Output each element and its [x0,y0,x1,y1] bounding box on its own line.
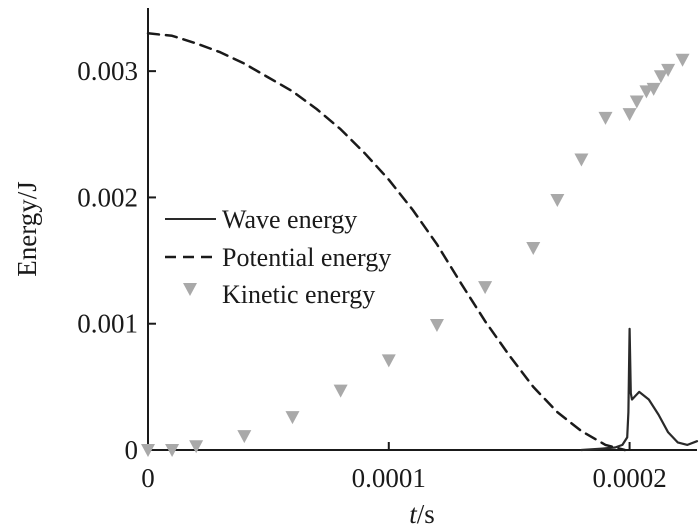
y-tick-label: 0 [125,435,139,465]
x-tick-label: 0.0001 [352,463,426,493]
x-ticks: 0 0.0001 0.0002 [141,442,667,493]
kinetic-energy-point [526,241,541,255]
x-axis-label-var: t [409,499,418,529]
kinetic-energy-point [629,95,644,109]
kinetic-energy-point [285,411,300,425]
kinetic-energy-point [141,444,155,457]
x-tick-label: 0 [141,463,155,493]
kinetic-energy-point [550,193,565,207]
wave-energy-line [580,327,699,452]
kinetic-energy-point [333,384,348,398]
kinetic-energy-point [574,153,589,167]
legend-kinetic-swatch [183,283,197,296]
legend: Wave energy Potential energy Kinetic ene… [165,205,391,309]
potential-energy-line [146,32,627,452]
kinetic-energy-point [646,82,661,96]
y-tick-label: 0.003 [77,56,138,86]
y-tick-label: 0.001 [77,309,138,339]
kinetic-energy-point [675,53,690,67]
y-axis-label: Energy/J [12,181,42,277]
kinetic-energy-point [381,354,396,368]
kinetic-energy-point [189,440,204,454]
kinetic-energy-point [661,63,676,77]
kinetic-energy-point [598,111,613,125]
kinetic-energy-point [622,108,637,122]
kinetic-energy-point [429,318,444,332]
legend-potential-label: Potential energy [222,243,391,272]
legend-wave-label: Wave energy [222,205,357,234]
kinetic-energy-point [653,70,668,84]
x-axis-label: t/s [409,499,435,529]
kinetic-energy-point [165,444,180,457]
x-axis-label-unit: /s [417,499,435,529]
kinetic-energy-point [237,430,252,444]
y-tick-label: 0.002 [77,182,138,212]
series-layer [141,32,699,457]
x-tick-label: 0.0002 [592,463,666,493]
kinetic-energy-point [478,281,493,295]
legend-kinetic-label: Kinetic energy [222,280,375,309]
y-ticks: 0 0.001 0.002 0.003 [77,56,156,465]
